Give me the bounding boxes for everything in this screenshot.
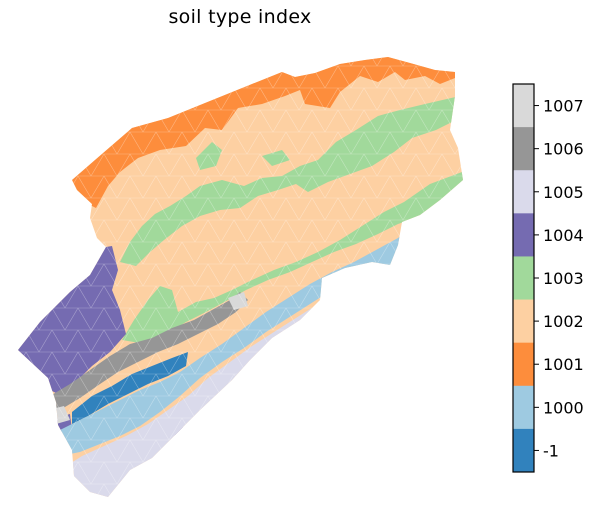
colorbar-tick-label: 1006: [543, 140, 584, 159]
colorbar-tick-label: 1001: [543, 355, 584, 374]
colorbar-tick-label: 1002: [543, 312, 584, 331]
map-title: soil type index: [168, 6, 312, 28]
colorbar-swatch--1: [513, 428, 534, 473]
colorbar-tick-label: 1007: [543, 97, 584, 116]
colorbar-tick-label: -1: [543, 441, 559, 460]
colorbar-swatch-1004: [513, 213, 534, 257]
colorbar-tick-label: 1000: [543, 398, 584, 417]
colorbar-tick-label: 1003: [543, 269, 584, 288]
colorbar-swatch-1001: [513, 342, 534, 387]
colorbar-swatch-1002: [513, 299, 534, 344]
colorbar-swatch-1003: [513, 256, 534, 301]
colorbar-swatch-1006: [513, 127, 534, 171]
colorbar-swatch-1005: [513, 170, 534, 214]
colorbar-swatch-1000: [513, 385, 534, 430]
colorbar-tick-label: 1004: [543, 226, 584, 245]
colorbar-ticks: 1007 1006 1005 1004 1003 1002 1001 1000 -1: [534, 97, 584, 460]
colorbar-tick-label: 1005: [543, 183, 584, 202]
colorbar-cells: [513, 84, 534, 473]
colorbar-swatch-1007: [513, 84, 534, 128]
